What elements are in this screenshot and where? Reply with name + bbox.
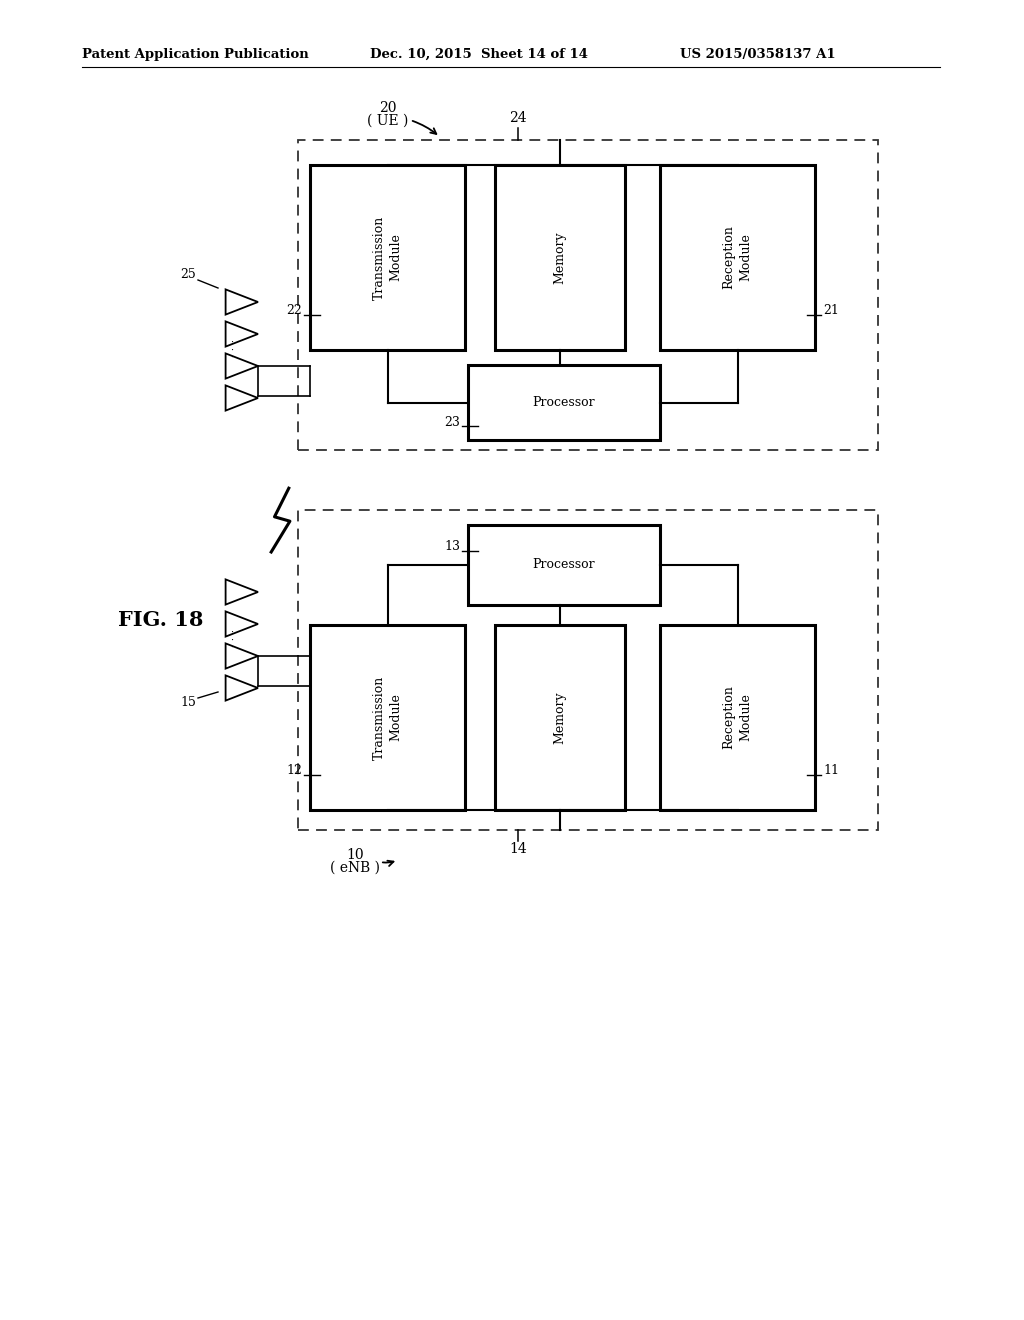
Bar — [298, 510, 878, 830]
Text: Patent Application Publication: Patent Application Publication — [82, 48, 309, 61]
Text: Memory: Memory — [554, 692, 566, 743]
Text: Transmission
Module: Transmission Module — [373, 215, 402, 300]
Text: 10: 10 — [346, 847, 364, 862]
Text: 14: 14 — [509, 842, 527, 855]
Text: 22: 22 — [287, 304, 302, 317]
Text: 21: 21 — [823, 304, 839, 317]
Text: 11: 11 — [823, 763, 839, 776]
Text: 24: 24 — [509, 111, 526, 125]
Text: ( UE ): ( UE ) — [368, 114, 409, 128]
Bar — [495, 165, 625, 350]
Text: Reception
Module: Reception Module — [723, 226, 753, 289]
Text: 15: 15 — [180, 696, 196, 709]
Text: US 2015/0358137 A1: US 2015/0358137 A1 — [680, 48, 836, 61]
Bar — [495, 624, 625, 810]
Text: Reception
Module: Reception Module — [723, 685, 753, 750]
Text: 20: 20 — [379, 102, 396, 115]
Text: 13: 13 — [444, 540, 460, 553]
Bar — [660, 624, 815, 810]
Text: ( eNB ): ( eNB ) — [330, 861, 380, 875]
Bar — [468, 366, 660, 440]
Text: Memory: Memory — [554, 231, 566, 284]
Bar — [298, 140, 878, 450]
Bar — [468, 525, 660, 605]
Bar — [310, 624, 465, 810]
Bar — [660, 165, 815, 350]
Text: Dec. 10, 2015  Sheet 14 of 14: Dec. 10, 2015 Sheet 14 of 14 — [370, 48, 588, 61]
Text: FIG. 18: FIG. 18 — [118, 610, 204, 630]
Bar — [310, 165, 465, 350]
Text: ·
·
·: · · · — [230, 628, 233, 652]
Text: Transmission
Module: Transmission Module — [373, 676, 402, 759]
Text: 23: 23 — [444, 416, 460, 429]
Text: Processor: Processor — [532, 396, 595, 409]
Text: 25: 25 — [180, 268, 196, 281]
Text: 12: 12 — [286, 763, 302, 776]
Text: Processor: Processor — [532, 558, 595, 572]
Text: ·
·
·: · · · — [230, 338, 233, 362]
